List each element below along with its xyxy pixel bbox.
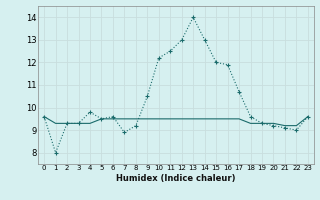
X-axis label: Humidex (Indice chaleur): Humidex (Indice chaleur) (116, 174, 236, 183)
